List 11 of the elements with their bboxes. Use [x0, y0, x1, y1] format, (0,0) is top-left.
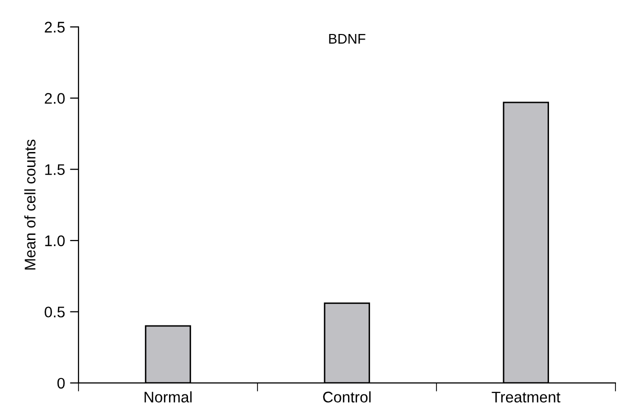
y-tick-label: 1.5 — [45, 164, 65, 176]
x-tick-label: Normal — [144, 391, 192, 403]
x-tick-label: Control — [323, 391, 371, 403]
chart-title: BDNF — [329, 34, 366, 44]
y-tick-label: 0 — [57, 378, 65, 389]
y-axis-title: Mean of cell counts — [24, 140, 36, 270]
x-tick-label: Treatment — [492, 392, 560, 403]
y-tick-label: 0.5 — [44, 306, 65, 318]
y-tick-label: 1.0 — [45, 235, 65, 246]
y-tick-label: 2.0 — [44, 92, 65, 104]
y-tick-label: 2.5 — [44, 22, 65, 33]
